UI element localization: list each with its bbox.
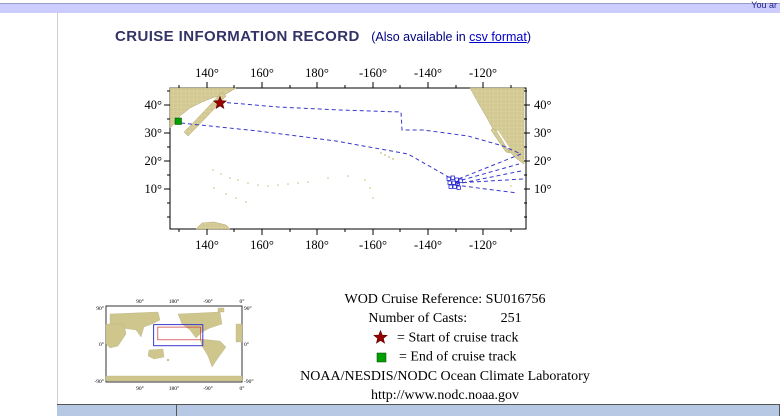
availability-prefix: (Also available in [371,30,466,44]
inset-lon-label-top: 180° [169,298,179,305]
lon-label-bottom: 180° [305,238,329,252]
lat-label-left: 20° [145,154,163,168]
lon-label-top: -160° [359,66,387,80]
lon-label-top: 140° [195,66,219,80]
cruise-track [180,101,524,194]
csv-format-link[interactable]: csv format [469,30,527,44]
gulf-of-california [496,130,510,150]
lat-label-left: 40° [145,98,163,112]
end-marker-square-icon [174,117,182,125]
lon-label-top: -120° [469,66,497,80]
inset-lon-label-bottom: 90° [136,385,144,392]
lat-label-right: 10° [534,182,552,196]
inset-lat-label-left: 0° [99,341,104,348]
landmass-japan [183,91,227,137]
pacific-islands [212,88,512,203]
cruise-track-map: 140° 160° 180° -160° -140° -120° 140° 16… [145,66,552,252]
inset-lon-label-bottom: 180° [169,385,179,392]
casts-label: Number of Casts: [368,311,468,326]
inset-lon-label-bottom: 0° [240,385,245,392]
table-header-cell [57,405,177,416]
lat-label-right: 20° [534,154,552,168]
website-line: http://www.nodc.noaa.gov [370,387,519,403]
inset-lon-label-bottom: -90° [203,385,213,392]
data-table-clipped [57,404,780,416]
start-legend-line: = Start of cruise track [270,328,620,347]
axis-ticks [164,82,530,235]
cruise-reference-label: WOD Cruise Reference: [344,292,483,307]
start-legend-text: = Start of cruise track [397,330,519,346]
lon-label-top: -140° [414,66,442,80]
casts-value: 251 [500,311,522,326]
title-row: CRUISE INFORMATION RECORD (Also availabl… [115,28,531,46]
inset-lat-label-left: 90° [96,305,104,312]
lat-label-right: 40° [534,98,552,112]
breadcrumb-text[interactable]: You ar [751,0,777,10]
cast-cluster-markers [446,175,463,190]
end-square-icon [377,352,387,362]
table-header-cell [177,405,780,416]
inset-lon-label-top: -90° [203,298,213,305]
end-legend-text: = End of cruise track [398,349,517,365]
casts-line: Number of Casts: 251 [270,309,620,328]
lon-label-bottom: 140° [195,238,219,252]
landmass-new-guinea [195,221,231,230]
page-title: CRUISE INFORMATION RECORD [115,28,360,45]
start-star-icon [372,330,388,344]
cruise-info-block: WOD Cruise Reference: SU016756 Number of… [270,290,620,405]
inset-lat-label-right: 0° [244,341,249,348]
inset-lat-label-right: 90° [244,305,252,312]
organization-line: NOAA/NESDIS/NODC Ocean Climate Laborator… [300,368,590,384]
world-inset-map: 90° 180° -90° 0° 90° 180° -90° 0° 90° 0°… [94,298,254,392]
lon-label-bottom: -160° [359,238,387,252]
landmass-asia [169,87,237,129]
lon-label-bottom: -120° [469,238,497,252]
cruise-reference-line: WOD Cruise Reference: SU016756 [270,290,620,309]
inset-lat-label-left: -90° [94,378,104,385]
top-navigation-bar [0,3,780,13]
inset-lon-label-top: 0° [240,298,245,305]
availability-suffix: ) [526,30,531,44]
inset-lon-label-top: 90° [136,298,144,305]
lat-label-left: 10° [145,182,163,196]
start-marker-star-icon [213,95,227,109]
lon-label-top: 160° [250,66,274,80]
inset-region-box-red [157,326,201,341]
lon-label-bottom: -140° [414,238,442,252]
cruise-reference-value: SU016756 [485,292,546,307]
lon-label-top: 180° [305,66,329,80]
lat-label-right: 30° [534,126,552,140]
inset-lat-label-right: -90° [244,378,254,385]
left-border-rule [57,12,58,416]
inset-region-box-blue [153,324,204,347]
end-legend-line: = End of cruise track [270,347,620,366]
availability-note: (Also available in csv format) [371,30,531,44]
lon-label-bottom: 160° [250,238,274,252]
lat-label-left: 30° [145,126,163,140]
map-frame [169,87,527,230]
